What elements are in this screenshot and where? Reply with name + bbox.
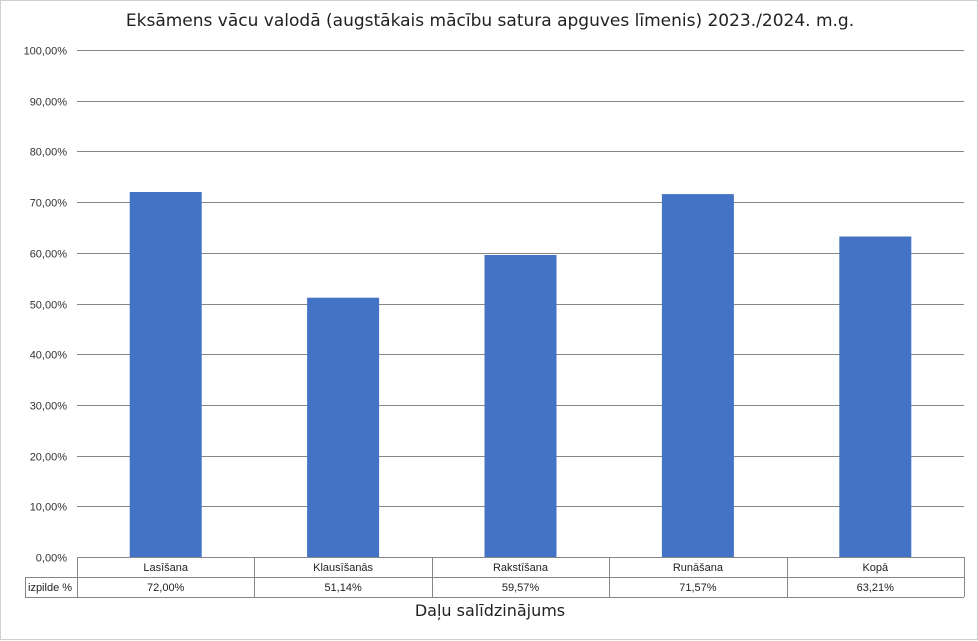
series-name: izpilde % xyxy=(28,582,72,594)
y-tick-label: 0,00% xyxy=(36,553,67,565)
x-category-label: Rakstīšana xyxy=(493,562,549,574)
data-label: 71,57% xyxy=(679,582,717,594)
y-tick-label: 70,00% xyxy=(30,198,68,210)
y-tick-label: 90,00% xyxy=(30,97,68,109)
y-tick-label: 40,00% xyxy=(30,350,68,362)
y-tick-label: 100,00% xyxy=(24,46,68,58)
bar xyxy=(307,297,380,557)
data-label: 59,57% xyxy=(502,582,540,594)
bar xyxy=(839,236,912,557)
chart-title: Eksāmens vācu valodā (augstākais mācību … xyxy=(125,11,855,31)
bar xyxy=(129,192,202,557)
x-category-label: Klausīšanās xyxy=(313,562,373,574)
y-tick-label: 10,00% xyxy=(30,502,68,514)
y-tick-label: 80,00% xyxy=(30,147,68,159)
bar xyxy=(661,194,734,557)
x-category-label: Lasīšana xyxy=(143,562,189,574)
y-tick-label: 20,00% xyxy=(30,452,68,464)
data-label: 51,14% xyxy=(324,582,362,594)
y-tick-label: 60,00% xyxy=(30,249,68,261)
data-label: 63,21% xyxy=(857,582,895,594)
data-label: 72,00% xyxy=(147,582,185,594)
bar xyxy=(484,255,557,557)
x-axis-title: Daļu salīdzinājums xyxy=(414,601,566,620)
y-tick-label: 50,00% xyxy=(30,300,68,312)
y-tick-label: 30,00% xyxy=(30,401,68,413)
x-category-label: Runāšana xyxy=(673,562,724,574)
x-category-label: Kopā xyxy=(862,562,889,574)
